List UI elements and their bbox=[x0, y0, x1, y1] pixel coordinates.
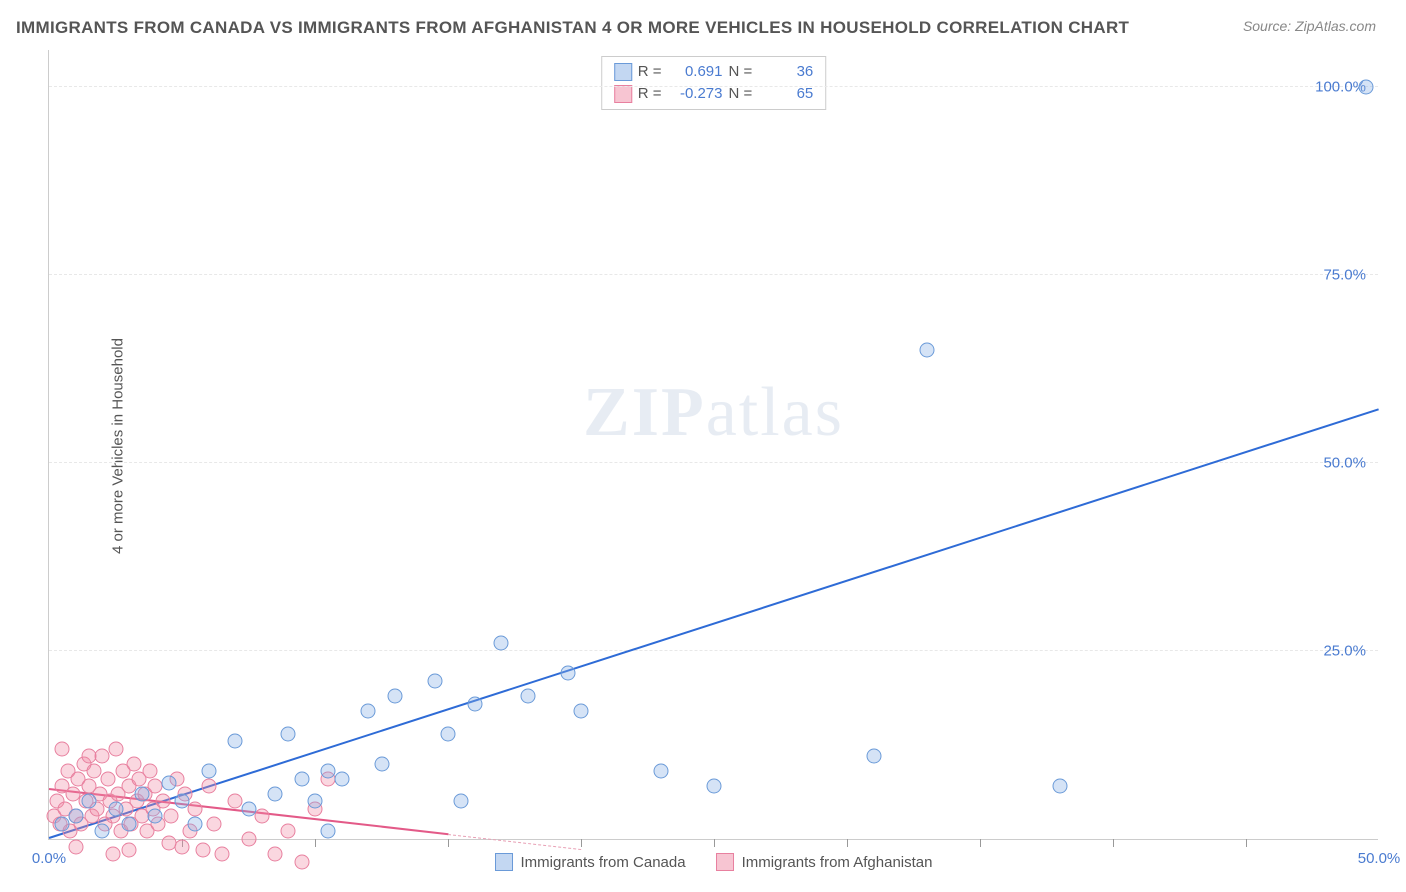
data-point bbox=[254, 809, 269, 824]
data-point bbox=[188, 816, 203, 831]
n-label: N = bbox=[729, 61, 753, 83]
legend-item-canada: Immigrants from Canada bbox=[495, 853, 686, 871]
r-value-canada: 0.691 bbox=[668, 61, 723, 83]
data-point bbox=[100, 771, 115, 786]
r-label: R = bbox=[638, 61, 662, 83]
y-tick-label: 75.0% bbox=[1323, 266, 1366, 283]
data-point bbox=[164, 809, 179, 824]
data-point bbox=[108, 741, 123, 756]
data-point bbox=[574, 704, 589, 719]
y-tick-label: 50.0% bbox=[1323, 454, 1366, 471]
trendline bbox=[49, 408, 1380, 839]
data-point bbox=[374, 756, 389, 771]
data-point bbox=[241, 801, 256, 816]
data-point bbox=[427, 674, 442, 689]
watermark: ZIPatlas bbox=[583, 373, 844, 453]
data-point bbox=[241, 832, 256, 847]
data-point bbox=[294, 771, 309, 786]
data-point bbox=[866, 749, 881, 764]
data-point bbox=[175, 839, 190, 854]
data-point bbox=[560, 666, 575, 681]
data-point bbox=[81, 794, 96, 809]
y-tick-label: 25.0% bbox=[1323, 642, 1366, 659]
watermark-zip: ZIP bbox=[583, 374, 706, 451]
data-point bbox=[156, 794, 171, 809]
scatter-plot: ZIPatlas R = 0.691 N = 36 R = -0.273 N =… bbox=[48, 50, 1378, 840]
legend-label: Immigrants from Afghanistan bbox=[742, 854, 933, 871]
data-point bbox=[1052, 779, 1067, 794]
x-tick bbox=[714, 839, 715, 847]
data-point bbox=[454, 794, 469, 809]
gridline bbox=[49, 274, 1378, 275]
data-point bbox=[919, 342, 934, 357]
swatch-pink-icon bbox=[716, 853, 734, 871]
data-point bbox=[281, 726, 296, 741]
x-tick bbox=[1113, 839, 1114, 847]
n-value-canada: 36 bbox=[758, 61, 813, 83]
data-point bbox=[108, 801, 123, 816]
data-point bbox=[201, 764, 216, 779]
data-point bbox=[334, 771, 349, 786]
swatch-blue-icon bbox=[614, 63, 632, 81]
data-point bbox=[268, 786, 283, 801]
data-point bbox=[148, 809, 163, 824]
data-point bbox=[281, 824, 296, 839]
data-point bbox=[214, 847, 229, 862]
data-point bbox=[1358, 79, 1373, 94]
data-point bbox=[228, 734, 243, 749]
gridline bbox=[49, 650, 1378, 651]
data-point bbox=[441, 726, 456, 741]
x-tick bbox=[315, 839, 316, 847]
x-tick bbox=[581, 839, 582, 847]
data-point bbox=[707, 779, 722, 794]
data-point bbox=[196, 843, 211, 858]
data-point bbox=[143, 764, 158, 779]
data-point bbox=[268, 847, 283, 862]
data-point bbox=[494, 636, 509, 651]
legend-row-canada: R = 0.691 N = 36 bbox=[614, 61, 814, 83]
x-tick-label: 0.0% bbox=[32, 850, 66, 867]
data-point bbox=[175, 794, 190, 809]
gridline bbox=[49, 86, 1378, 87]
data-point bbox=[321, 824, 336, 839]
legend-label: Immigrants from Canada bbox=[521, 854, 686, 871]
data-point bbox=[68, 839, 83, 854]
data-point bbox=[188, 801, 203, 816]
data-point bbox=[161, 775, 176, 790]
data-point bbox=[105, 847, 120, 862]
legend-item-afghanistan: Immigrants from Afghanistan bbox=[716, 853, 933, 871]
x-tick bbox=[1246, 839, 1247, 847]
x-tick bbox=[847, 839, 848, 847]
data-point bbox=[308, 794, 323, 809]
chart-title: IMMIGRANTS FROM CANADA VS IMMIGRANTS FRO… bbox=[16, 18, 1129, 38]
data-point bbox=[121, 816, 136, 831]
data-point bbox=[81, 749, 96, 764]
data-point bbox=[467, 696, 482, 711]
data-point bbox=[121, 843, 136, 858]
data-point bbox=[95, 824, 110, 839]
data-point bbox=[361, 704, 376, 719]
x-tick bbox=[980, 839, 981, 847]
x-tick bbox=[448, 839, 449, 847]
data-point bbox=[206, 816, 221, 831]
source-attribution: Source: ZipAtlas.com bbox=[1243, 18, 1376, 34]
data-point bbox=[387, 689, 402, 704]
data-point bbox=[201, 779, 216, 794]
watermark-atlas: atlas bbox=[706, 374, 844, 451]
series-legend: Immigrants from Canada Immigrants from A… bbox=[495, 853, 933, 871]
data-point bbox=[135, 786, 150, 801]
swatch-blue-icon bbox=[495, 853, 513, 871]
data-point bbox=[653, 764, 668, 779]
swatch-pink-icon bbox=[614, 85, 632, 103]
correlation-legend: R = 0.691 N = 36 R = -0.273 N = 65 bbox=[601, 56, 827, 110]
data-point bbox=[55, 741, 70, 756]
x-tick-label: 50.0% bbox=[1358, 850, 1401, 867]
trendline-dashed bbox=[448, 834, 581, 850]
data-point bbox=[294, 854, 309, 869]
gridline bbox=[49, 462, 1378, 463]
data-point bbox=[520, 689, 535, 704]
data-point bbox=[68, 809, 83, 824]
data-point bbox=[127, 756, 142, 771]
